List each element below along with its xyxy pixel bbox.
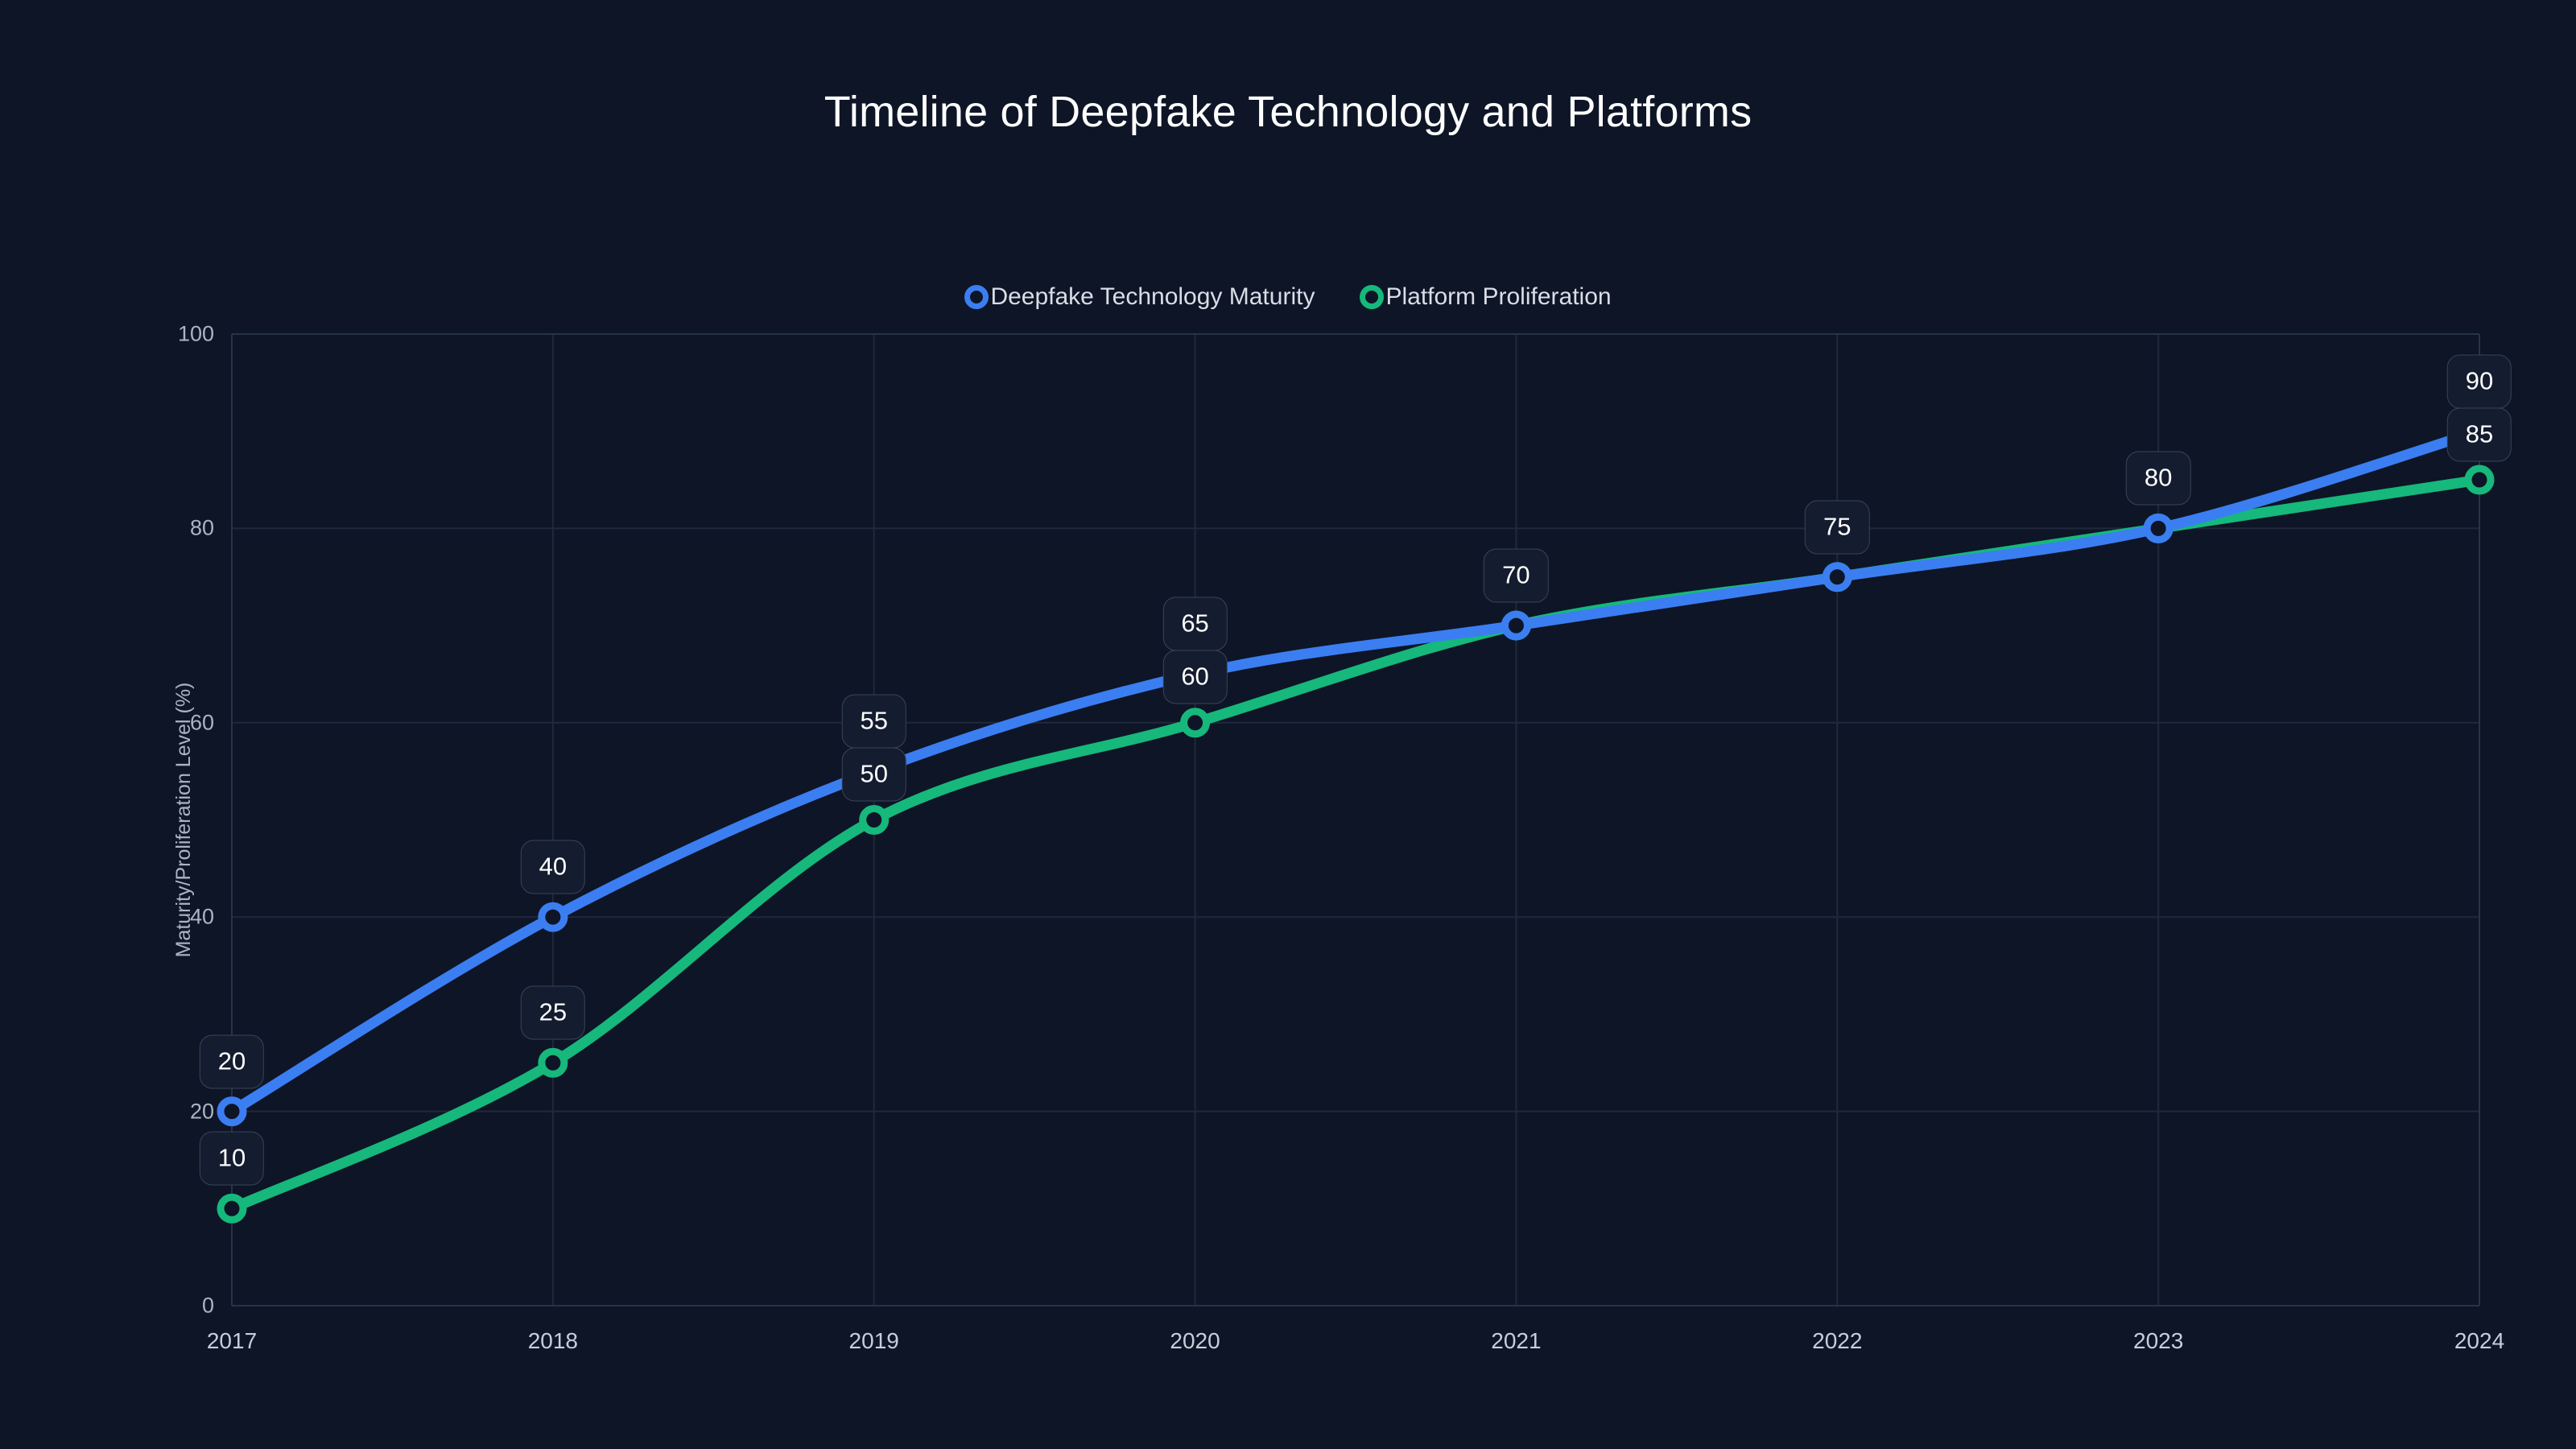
data-label-platform-proliferation: 60 (1162, 650, 1228, 704)
series-line-deepfake-technology-maturity (226, 426, 2485, 1117)
x-axis-tick-label: 2018 (527, 1328, 578, 1353)
data-label-platform-proliferation: 10 (199, 1131, 265, 1186)
x-axis-tick-label: 2020 (1170, 1328, 1220, 1353)
data-label-deepfake-technology-maturity: 55 (841, 694, 906, 749)
data-label-deepfake-technology-maturity: 65 (1162, 597, 1228, 651)
data-point-marker[interactable] (217, 1193, 247, 1224)
x-axis-tick-label: 2021 (1491, 1328, 1542, 1353)
data-label-shared: 70 (1484, 548, 1549, 603)
y-axis-tick-label: 100 (177, 321, 214, 346)
data-point-marker[interactable] (2464, 464, 2495, 495)
data-point-marker[interactable] (538, 1047, 568, 1078)
plot-area: Maturity/Proliferation Level (%) 0 20 40 60… (172, 322, 2512, 1353)
legend-marker-circle-icon (964, 285, 989, 309)
data-label-platform-proliferation: 85 (2446, 407, 2512, 462)
data-point-marker[interactable] (217, 1096, 247, 1127)
y-axis-title: Maturity/Proliferation Level (%) (172, 682, 195, 958)
legend-label: Platform Proliferation (1385, 283, 1612, 310)
legend-item-platform-proliferation[interactable]: Platform Proliferation (1360, 283, 1612, 311)
data-point-marker[interactable] (1501, 610, 1531, 641)
legend-label: Deepfake Technology Maturity (990, 283, 1315, 310)
data-point-marker[interactable] (538, 902, 568, 932)
x-axis-tick-label: 2017 (206, 1328, 258, 1353)
x-axis-tick-label: 2024 (2454, 1328, 2505, 1353)
data-label-deepfake-technology-maturity: 90 (2446, 354, 2512, 409)
y-axis-tick-label: 40 (189, 904, 214, 929)
data-label-shared: 80 (2125, 451, 2191, 506)
x-axis-tick-label: 2022 (1812, 1328, 1863, 1353)
x-axis-tick-label: 2023 (2132, 1328, 2184, 1353)
chart-title: Timeline of Deepfake Technology and Plat… (824, 88, 1752, 136)
legend-item-deepfake-technology-maturity[interactable]: Deepfake Technology Maturity (964, 283, 1315, 311)
data-label-platform-proliferation: 50 (841, 747, 906, 802)
x-axis-tick-label: 2019 (848, 1328, 899, 1353)
data-point-marker[interactable] (1822, 562, 1852, 592)
data-label-deepfake-technology-maturity: 20 (199, 1034, 265, 1089)
data-label-platform-proliferation: 25 (520, 985, 586, 1040)
y-axis-tick-label: 20 (189, 1099, 214, 1124)
chart-legend: Deepfake Technology Maturity Platform Pr… (0, 283, 2576, 311)
data-point-marker[interactable] (859, 805, 890, 835)
data-label-shared: 75 (1805, 500, 1870, 555)
y-axis-tick-label: 60 (189, 710, 214, 735)
y-axis-tick-label: 0 (201, 1293, 214, 1318)
y-axis-tick-label: 80 (189, 515, 214, 540)
legend-marker-circle-icon (1360, 285, 1385, 309)
plot-svg (217, 333, 2495, 1307)
data-point-marker[interactable] (1180, 708, 1211, 738)
data-point-marker[interactable] (2143, 513, 2174, 543)
data-label-deepfake-technology-maturity: 40 (520, 840, 586, 894)
